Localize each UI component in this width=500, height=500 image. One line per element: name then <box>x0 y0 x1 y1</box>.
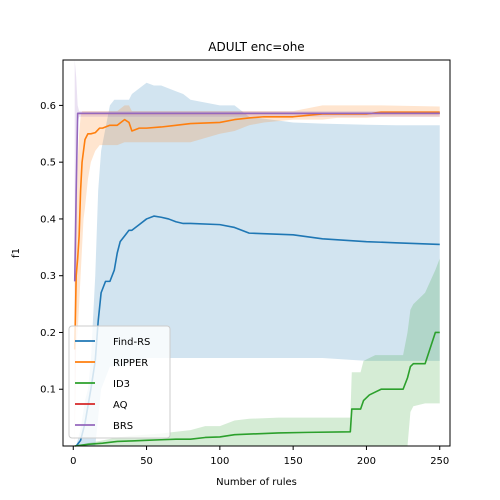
y-tick-label: 0.4 <box>40 214 56 225</box>
legend-label-brs: BRS <box>113 421 133 432</box>
x-axis-label: Number of rules <box>216 477 297 488</box>
x-tick-label: 50 <box>140 456 153 467</box>
chart-title: ADULT enc=ohe <box>208 40 304 54</box>
legend-label-ripper: RIPPER <box>113 358 148 369</box>
y-tick-label: 0.2 <box>40 328 56 339</box>
y-axis: 0.1 0.2 0.3 0.4 0.5 0.6 <box>40 101 63 396</box>
legend-label-find-rs: Find-RS <box>113 337 150 348</box>
x-tick-label: 250 <box>430 456 449 467</box>
plot-frame <box>62 59 451 447</box>
legend-label-aq: AQ <box>113 400 128 411</box>
id3-band <box>74 258 440 446</box>
x-tick-label: 100 <box>210 456 229 467</box>
legend-box <box>68 325 171 439</box>
x-tick-label: 150 <box>284 456 303 467</box>
x-tick-label: 0 <box>70 456 76 467</box>
legend-label-id3: ID3 <box>113 379 130 390</box>
id3-line <box>74 331 440 447</box>
ripper-band <box>74 105 440 446</box>
x-tick-label: 200 <box>357 456 376 467</box>
y-tick-label: 0.1 <box>40 385 56 396</box>
brs-line <box>73 112 440 282</box>
x-axis: 0 50 100 150 200 250 <box>70 446 449 467</box>
y-tick-label: 0.3 <box>40 271 56 282</box>
y-tick-label: 0.6 <box>40 101 56 112</box>
legend: Find-RS RIPPER ID3 AQ BRS <box>68 325 171 439</box>
ripper-line <box>73 111 440 350</box>
y-axis-label: f1 <box>11 248 22 258</box>
y-tick-label: 0.5 <box>40 158 56 169</box>
